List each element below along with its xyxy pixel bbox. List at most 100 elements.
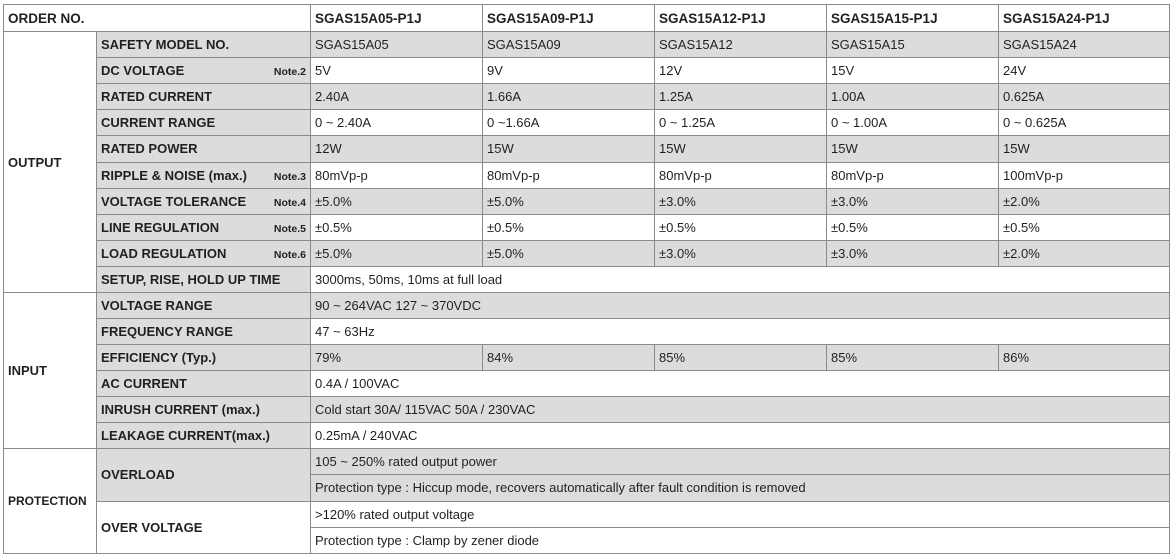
efficiency-row: EFFICIENCY (Typ.) 79% 84% 85% 85% 86%	[4, 344, 1171, 372]
value-cell: 15W	[654, 135, 828, 163]
row-label: SETUP, RISE, HOLD UP TIME	[95, 265, 312, 293]
value-cell: ±5.0%	[310, 239, 484, 267]
value-cell: ±5.0%	[310, 187, 484, 215]
value-cell: 84%	[482, 344, 656, 372]
value-cell: 80mVp-p	[310, 161, 484, 189]
over-voltage-type-row: Protection type : Clamp by zener diode	[4, 526, 1171, 555]
value-cell: 12V	[654, 57, 828, 85]
row-label: RATED POWER	[95, 135, 312, 163]
row-label: OVER VOLTAGE	[95, 500, 312, 555]
input-group-label: INPUT	[3, 291, 97, 450]
value-cell: ±2.0%	[998, 187, 1171, 215]
dc-voltage-row: DC VOLTAGE Note.2 5V 9V 12V 15V 24V	[4, 57, 1171, 85]
line-regulation-row: LINE REGULATION Note.5 ±0.5% ±0.5% ±0.5% …	[4, 213, 1171, 241]
value-cell: 105 ~ 250% rated output power	[310, 448, 1171, 476]
value-cell: 79%	[310, 344, 484, 372]
value-cell: ±0.5%	[826, 213, 1000, 241]
value-cell: ±3.0%	[654, 239, 828, 267]
value-cell: >120% rated output voltage	[310, 500, 1171, 528]
value-cell: 0.25mA / 240VAC	[310, 422, 1171, 450]
value-cell: ±3.0%	[826, 239, 1000, 267]
row-label-text: LINE REGULATION	[101, 219, 220, 235]
value-cell: 80mVp-p	[482, 161, 656, 189]
row-label: LEAKAGE CURRENT(max.)	[95, 422, 312, 450]
value-cell: 85%	[826, 344, 1000, 372]
value-cell: ±0.5%	[310, 213, 484, 241]
value-cell: 2.40A	[310, 83, 484, 111]
row-label: VOLTAGE TOLERANCE Note.4	[95, 187, 312, 215]
value-cell: 15W	[482, 135, 656, 163]
value-cell: 0 ~1.66A	[482, 109, 656, 137]
overload-row: PROTECTION OVERLOAD 105 ~ 250% rated out…	[3, 448, 1171, 554]
row-label: FREQUENCY RANGE	[95, 317, 312, 346]
row-label: SAFETY MODEL NO.	[95, 31, 312, 59]
row-label: INRUSH CURRENT (max.)	[95, 396, 312, 424]
leakage-current-row: LEAKAGE CURRENT(max.) 0.25mA / 240VAC	[4, 422, 1171, 450]
value-cell: SGAS15A05	[310, 31, 484, 59]
header-row: ORDER NO. SGAS15A05-P1J SGAS15A09-P1J SG…	[2, 3, 1171, 33]
value-cell: 9V	[482, 57, 656, 85]
value-cell: SGAS15A24	[998, 31, 1171, 59]
row-label: EFFICIENCY (Typ.)	[95, 344, 312, 372]
model-header: SGAS15A05-P1J	[310, 3, 484, 33]
value-cell: 0 ~ 0.625A	[998, 109, 1171, 137]
row-label: LOAD REGULATION Note.6	[95, 239, 312, 267]
value-cell: 100mVp-p	[998, 161, 1171, 189]
setup-time-row: SETUP, RISE, HOLD UP TIME 3000ms, 50ms, …	[4, 265, 1171, 293]
value-cell: 80mVp-p	[826, 161, 1000, 189]
value-cell: 0 ~ 1.00A	[826, 109, 1000, 137]
model-header: SGAS15A15-P1J	[826, 3, 1000, 33]
row-label-text: LOAD REGULATION	[101, 245, 227, 261]
value-cell: ±3.0%	[826, 187, 1000, 215]
value-cell: SGAS15A12	[654, 31, 828, 59]
value-cell: ±0.5%	[654, 213, 828, 241]
value-cell: 85%	[654, 344, 828, 372]
value-cell: ±5.0%	[482, 239, 656, 267]
row-label: DC VOLTAGE Note.2	[95, 57, 312, 85]
value-cell: 0 ~ 2.40A	[310, 109, 484, 137]
safety-model-row: OUTPUT SAFETY MODEL NO. SGAS15A05 SGAS15…	[3, 31, 1171, 293]
model-header: SGAS15A09-P1J	[482, 3, 656, 33]
note-ref: Note.3	[273, 170, 307, 183]
value-cell: 80mVp-p	[654, 161, 828, 189]
rated-current-row: RATED CURRENT 2.40A 1.66A 1.25A 1.00A 0.…	[4, 83, 1171, 111]
row-label: AC CURRENT	[95, 370, 312, 398]
value-cell: 0.4A / 100VAC	[310, 370, 1171, 398]
row-label: OVERLOAD	[95, 448, 312, 502]
protection-group-label: PROTECTION	[3, 448, 97, 554]
note-ref: Note.4	[273, 196, 307, 209]
inrush-current-row: INRUSH CURRENT (max.) Cold start 30A/ 11…	[4, 396, 1171, 424]
note-ref: Note.2	[273, 66, 307, 79]
value-cell: ±2.0%	[998, 239, 1171, 267]
value-cell: SGAS15A09	[482, 31, 656, 59]
model-header: SGAS15A24-P1J	[998, 3, 1171, 33]
order-no-header: ORDER NO.	[2, 3, 312, 33]
value-cell: Cold start 30A/ 115VAC 50A / 230VAC	[310, 396, 1171, 424]
value-cell: 24V	[998, 57, 1171, 85]
value-cell: Protection type : Clamp by zener diode	[310, 526, 1171, 555]
value-cell: 15W	[998, 135, 1171, 163]
row-label: CURRENT RANGE	[95, 109, 312, 137]
ripple-noise-row: RIPPLE & NOISE (max.) Note.3 80mVp-p 80mV…	[4, 161, 1171, 189]
row-label-text: VOLTAGE TOLERANCE	[101, 193, 247, 209]
value-cell: 5V	[310, 57, 484, 85]
model-header: SGAS15A12-P1J	[654, 3, 828, 33]
value-cell: ±5.0%	[482, 187, 656, 215]
value-cell: 47 ~ 63Hz	[310, 317, 1171, 346]
specification-table: ORDER NO. SGAS15A05-P1J SGAS15A09-P1J SG…	[2, 3, 1171, 555]
value-cell: 0.625A	[998, 83, 1171, 111]
value-cell: SGAS15A15	[826, 31, 1000, 59]
value-cell: Protection type : Hiccup mode, recovers …	[310, 474, 1171, 502]
row-label: RATED CURRENT	[95, 83, 312, 111]
overload-type-row: Protection type : Hiccup mode, recovers …	[4, 474, 1171, 502]
frequency-range-row: FREQUENCY RANGE 47 ~ 63Hz	[4, 317, 1171, 346]
value-cell: 86%	[998, 344, 1171, 372]
value-cell: 15W	[826, 135, 1000, 163]
ac-current-row: AC CURRENT 0.4A / 100VAC	[4, 370, 1171, 398]
value-cell: 3000ms, 50ms, 10ms at full load	[310, 265, 1171, 293]
value-cell: 1.00A	[826, 83, 1000, 111]
value-cell: 0 ~ 1.25A	[654, 109, 828, 137]
over-voltage-row: OVER VOLTAGE >120% rated output voltage	[4, 500, 1171, 555]
voltage-tolerance-row: VOLTAGE TOLERANCE Note.4 ±5.0% ±5.0% ±3.0…	[4, 187, 1171, 215]
note-ref: Note.5	[273, 222, 307, 235]
